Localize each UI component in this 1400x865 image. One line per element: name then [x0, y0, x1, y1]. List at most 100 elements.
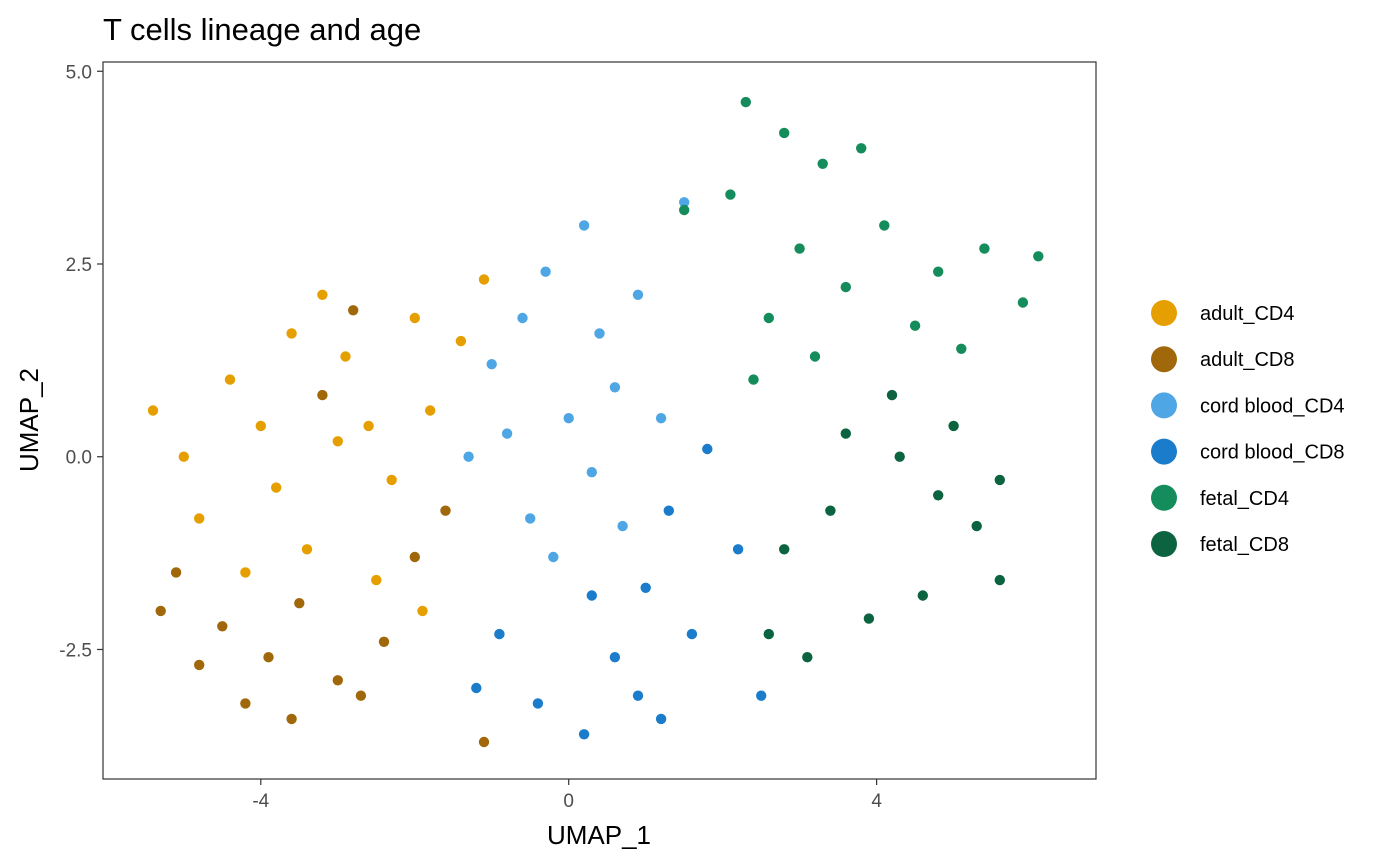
- data-point: [286, 328, 297, 339]
- data-point: [355, 690, 367, 701]
- data-point: [170, 567, 182, 578]
- y-tick-label: 2.5: [66, 255, 92, 276]
- series-2: [463, 197, 690, 563]
- data-point: [994, 474, 1005, 486]
- series-4: [679, 96, 1044, 385]
- data-point: [640, 582, 651, 593]
- data-point: [632, 690, 644, 701]
- data-point: [663, 505, 674, 516]
- data-point: [655, 713, 667, 725]
- y-tick-label: -2.5: [59, 640, 92, 661]
- data-point: [971, 520, 982, 532]
- data-point: [563, 413, 574, 424]
- series-5: [763, 389, 1005, 663]
- data-point: [224, 374, 236, 385]
- legend-label: adult_CD4: [1200, 303, 1295, 325]
- data-point: [578, 220, 590, 231]
- data-point: [856, 143, 867, 154]
- legend-item: fetal_CD4: [1151, 484, 1289, 511]
- x-tick-label: 0: [563, 791, 574, 812]
- data-point: [617, 520, 628, 532]
- data-point: [756, 690, 767, 701]
- data-point: [417, 605, 428, 617]
- data-point: [532, 698, 544, 709]
- data-point: [332, 436, 343, 447]
- data-point: [340, 351, 351, 362]
- data-point: [779, 127, 790, 139]
- data-point: [586, 590, 597, 601]
- data-point: [255, 420, 266, 432]
- data-point: [540, 266, 551, 277]
- data-point: [686, 628, 698, 640]
- legend-swatch: [1151, 531, 1177, 557]
- data-point: [317, 389, 328, 401]
- legend-swatch: [1151, 438, 1177, 465]
- data-point: [525, 513, 536, 524]
- data-point: [147, 405, 159, 416]
- data-point: [763, 628, 774, 640]
- legend-label: fetal_CD4: [1200, 488, 1289, 510]
- data-point: [486, 359, 497, 370]
- data-point: [740, 96, 751, 108]
- data-point: [779, 544, 790, 555]
- legend-swatch: [1151, 300, 1177, 326]
- data-point: [994, 574, 1005, 586]
- data-point: [817, 158, 828, 169]
- legend-item: cord blood_CD4: [1151, 392, 1345, 419]
- series-1: [155, 305, 490, 748]
- legend-swatch: [1151, 484, 1177, 511]
- legend-label: adult_CD8: [1200, 349, 1295, 371]
- legend-label: fetal_CD8: [1200, 534, 1289, 556]
- points-layer: [147, 96, 1044, 748]
- x-tick-label: 4: [871, 791, 882, 812]
- data-point: [655, 413, 667, 424]
- data-point: [425, 405, 436, 416]
- data-point: [409, 551, 420, 563]
- data-point: [609, 382, 621, 393]
- data-point: [894, 451, 905, 462]
- series-0: [147, 274, 490, 617]
- legend-label: cord blood_CD8: [1200, 442, 1345, 464]
- data-point: [378, 636, 390, 647]
- data-point: [440, 505, 451, 516]
- y-tick-label: 5.0: [66, 62, 92, 83]
- data-point: [409, 312, 420, 324]
- data-point: [463, 451, 474, 462]
- data-point: [702, 443, 713, 455]
- chart-title: T cells lineage and age: [103, 12, 421, 47]
- data-point: [578, 729, 590, 740]
- data-point: [763, 312, 774, 324]
- plot-panel: [102, 61, 1097, 780]
- data-point: [825, 505, 836, 516]
- x-axis-ticks: -4 0 4: [252, 779, 882, 812]
- legend-item: adult_CD8: [1151, 346, 1295, 373]
- data-point: [478, 274, 490, 285]
- data-point: [217, 621, 228, 632]
- data-point: [548, 551, 559, 563]
- data-point: [294, 598, 305, 609]
- data-point: [948, 420, 959, 432]
- data-point: [879, 220, 890, 231]
- y-tick-label: 0.0: [66, 448, 92, 469]
- data-point: [1033, 251, 1044, 262]
- data-point: [909, 320, 921, 331]
- x-axis-label: UMAP_1: [547, 820, 651, 850]
- data-point: [363, 420, 374, 432]
- x-tick-label: -4: [252, 791, 269, 812]
- data-point: [632, 289, 644, 300]
- data-point: [455, 335, 467, 347]
- data-point: [501, 428, 513, 439]
- data-point: [240, 567, 251, 578]
- legend-swatch: [1151, 346, 1177, 373]
- data-point: [332, 675, 343, 686]
- data-point: [386, 474, 397, 486]
- data-point: [594, 328, 605, 339]
- data-point: [933, 490, 944, 501]
- data-point: [194, 513, 205, 524]
- data-point: [586, 467, 597, 478]
- data-point: [478, 736, 490, 748]
- data-point: [840, 428, 851, 439]
- data-point: [240, 698, 251, 709]
- data-point: [732, 544, 744, 555]
- data-point: [794, 243, 805, 254]
